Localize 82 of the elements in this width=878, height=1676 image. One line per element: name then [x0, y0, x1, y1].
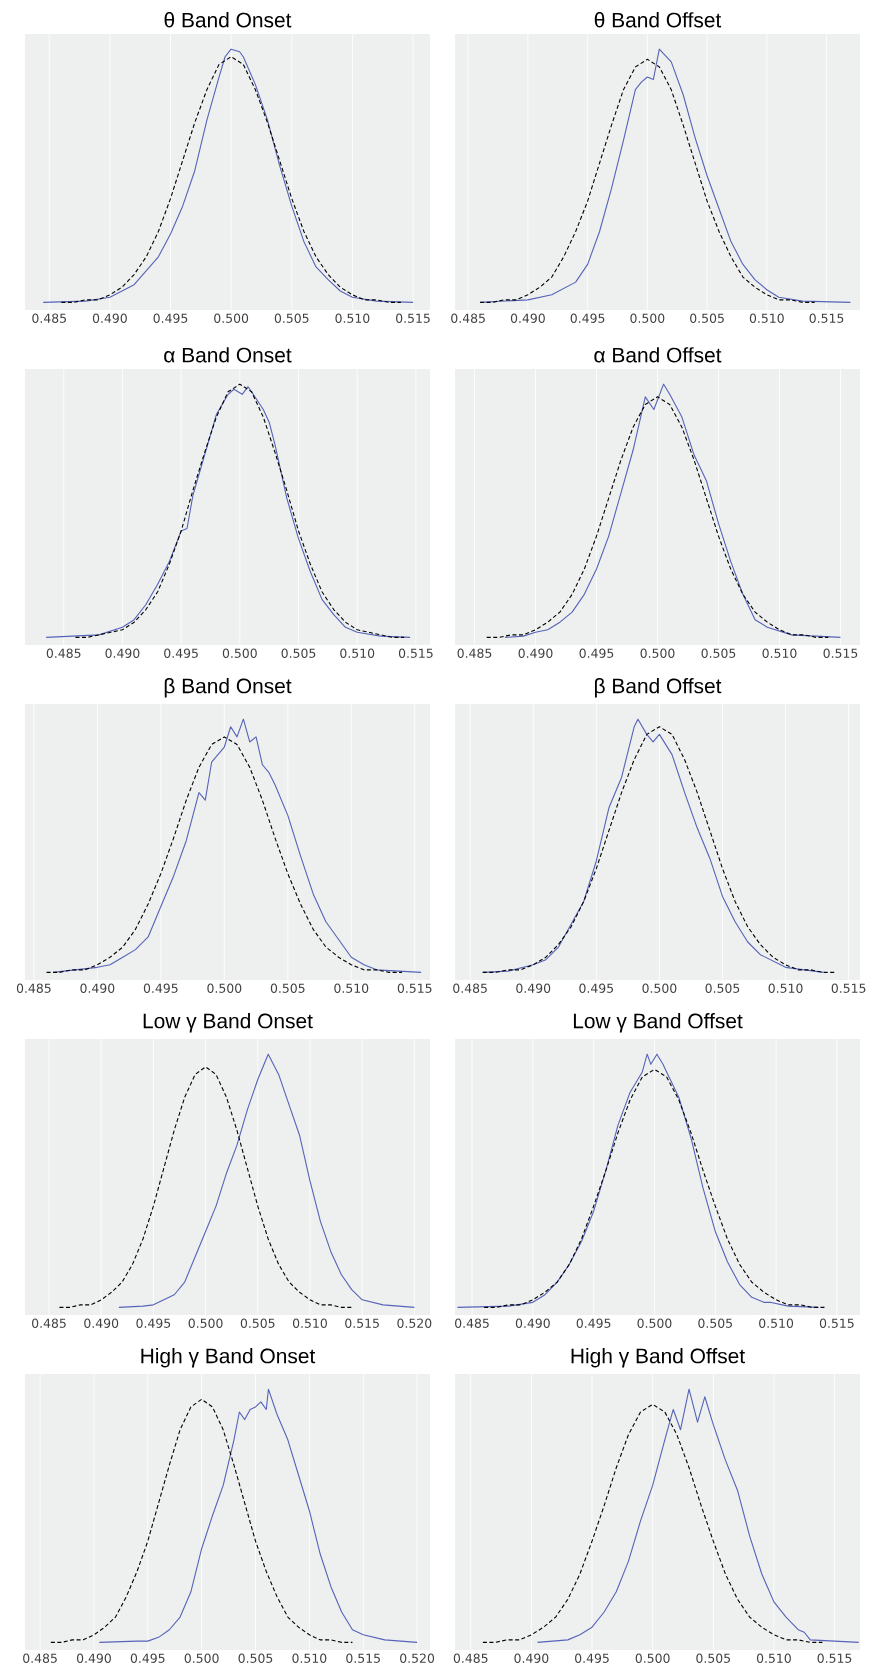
x-tick-label: 0.490	[76, 1653, 111, 1663]
x-tick-label: 0.505	[701, 648, 736, 658]
x-tick-label: 0.490	[514, 1653, 549, 1663]
x-tick-label: 0.505	[238, 1653, 273, 1663]
x-tick-label: 0.500	[214, 313, 249, 323]
x-tick-label: 0.490	[80, 983, 115, 993]
x-tick-label: 0.495	[570, 313, 605, 323]
x-tick-label: 0.485	[453, 1653, 488, 1663]
x-tick-label: 0.500	[207, 983, 242, 993]
x-tick-label: 0.510	[768, 983, 803, 993]
x-tick-label: 0.515	[345, 1318, 379, 1328]
x-tick-label: 0.505	[705, 983, 740, 993]
x-tick-label: 0.495	[136, 1318, 171, 1328]
x-tick-label: 0.500	[184, 1653, 219, 1663]
x-tick-label: 0.500	[630, 313, 665, 323]
chart-title: α Band Offset	[594, 347, 722, 363]
x-tick-label: 0.485	[46, 648, 81, 658]
x-tick-label: 0.495	[575, 1653, 609, 1663]
x-tick-label: 0.500	[640, 648, 675, 658]
x-tick-label: 0.505	[281, 648, 316, 658]
x-tick-label: 0.485	[453, 983, 487, 993]
chart-title: β Band Onset	[164, 677, 292, 698]
x-tick-label: 0.515	[396, 313, 430, 323]
x-tick-label: 0.495	[130, 1653, 165, 1663]
chart-title: θ Band Offset	[594, 12, 722, 28]
chart-title: θ Band Onset	[164, 12, 292, 28]
x-tick-label: 0.490	[516, 983, 551, 993]
x-tick-label: 0.495	[153, 313, 188, 323]
x-tick-label: 0.505	[696, 1653, 731, 1663]
x-tick-label: 0.485	[32, 1318, 66, 1328]
x-tick-label: 0.485	[457, 648, 492, 658]
chart-title: β Band Offset	[594, 677, 722, 698]
x-tick-label: 0.515	[398, 648, 433, 658]
x-tick-label: 0.500	[642, 983, 677, 993]
x-tick-label: 0.515	[831, 983, 866, 993]
x-tick-label: 0.505	[690, 313, 724, 323]
x-tick-label: 0.510	[292, 1318, 327, 1328]
x-tick-label: 0.510	[762, 648, 797, 658]
x-tick-label: 0.515	[823, 648, 858, 658]
x-tick-label: 0.515	[819, 1318, 854, 1328]
x-tick-label: 0.495	[579, 648, 614, 658]
x-tick-label: 0.485	[16, 983, 51, 993]
x-tick-label: 0.485	[32, 313, 66, 323]
x-tick-label: 0.490	[518, 648, 553, 658]
x-tick-label: 0.515	[817, 1653, 852, 1663]
x-tick-label: 0.490	[105, 648, 140, 658]
x-tick-label: 0.500	[635, 1653, 670, 1663]
x-tick-label: 0.505	[698, 1318, 732, 1328]
x-tick-label: 0.510	[340, 648, 375, 658]
x-tick-label: 0.495	[164, 648, 198, 658]
x-tick-label: 0.500	[222, 648, 257, 658]
x-tick-label: 0.515	[346, 1653, 380, 1663]
x-tick-label: 0.495	[143, 983, 178, 993]
x-tick-label: 0.505	[240, 1318, 275, 1328]
x-tick-label: 0.490	[515, 1318, 550, 1328]
x-tick-label: 0.485	[451, 313, 485, 323]
x-tick-label: 0.515	[397, 983, 432, 993]
x-tick-label: 0.500	[188, 1318, 223, 1328]
x-tick-label: 0.520	[397, 1318, 432, 1328]
x-tick-label: 0.490	[84, 1318, 119, 1328]
x-tick-label: 0.505	[274, 313, 309, 323]
x-tick-label: 0.505	[270, 983, 305, 993]
x-tick-label: 0.495	[576, 1318, 611, 1328]
x-tick-label: 0.510	[334, 983, 369, 993]
x-tick-label: 0.510	[759, 1318, 794, 1328]
x-tick-label: 0.510	[756, 1653, 791, 1663]
x-tick-label: 0.520	[400, 1653, 435, 1663]
x-tick-label: 0.495	[579, 983, 614, 993]
x-tick-label: 0.510	[335, 313, 370, 323]
x-tick-label: 0.490	[510, 313, 545, 323]
chart-title: Low γ Band Onset	[143, 1013, 313, 1033]
chart-title: Low γ Band Offset	[573, 1013, 743, 1033]
chart-title: α Band Onset	[164, 347, 292, 363]
x-tick-label: 0.510	[749, 313, 784, 323]
chart-title: High γ Band Onset	[141, 1348, 316, 1368]
x-tick-label: 0.490	[92, 313, 127, 323]
x-tick-label: 0.485	[23, 1653, 57, 1663]
x-tick-label: 0.485	[455, 1318, 489, 1328]
x-tick-label: 0.500	[637, 1318, 672, 1328]
x-tick-label: 0.515	[809, 313, 844, 323]
x-tick-label: 0.510	[292, 1653, 327, 1663]
chart-title: High γ Band Offset	[571, 1348, 745, 1368]
